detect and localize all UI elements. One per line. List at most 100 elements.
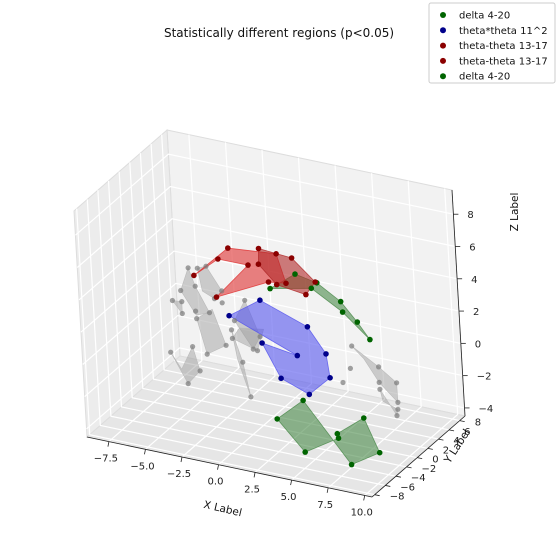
z-gridline — [86, 347, 465, 430]
x-tick-mark — [253, 472, 256, 478]
data-point — [308, 285, 315, 292]
data-point — [283, 280, 289, 287]
legend: delta 4-20 theta*theta 11^2 theta-theta 13… — [428, 2, 556, 84]
legend-label: delta 4-20 — [459, 72, 510, 83]
data-point — [376, 449, 383, 456]
legend-label: delta 4-20 — [459, 11, 510, 22]
z-tick-label: 8 — [467, 210, 473, 221]
z-gridline — [76, 185, 456, 268]
data-point — [367, 336, 373, 343]
y-tick-mark — [459, 420, 465, 423]
data-point — [306, 391, 313, 398]
data-point — [288, 255, 295, 261]
x-tick-label: −2.5 — [167, 469, 191, 480]
x-gridline — [108, 134, 203, 443]
data-point — [300, 397, 306, 404]
y-tick-mark — [385, 485, 391, 487]
x-axis-line — [86, 436, 373, 498]
y-tick-label: 2 — [443, 445, 449, 456]
data-point — [278, 375, 284, 382]
x-tick-label: 7.5 — [317, 500, 333, 511]
legend-marker — [440, 73, 446, 80]
gray-point — [179, 299, 185, 305]
legend-marker — [440, 12, 446, 18]
legend-marker — [440, 42, 446, 49]
data-point — [334, 430, 341, 437]
legend-label: theta*theta 11^2 — [459, 26, 548, 37]
gray-point — [376, 364, 382, 370]
z-gridline — [80, 250, 460, 333]
z-tick-label: 6 — [469, 243, 475, 254]
x-gridline — [254, 165, 349, 473]
legend-label: theta-theta 13-17 — [459, 56, 548, 67]
z-tick-label: −4 — [479, 404, 494, 415]
gray-point — [254, 348, 261, 354]
data-point — [292, 271, 298, 277]
gray-point — [203, 263, 209, 269]
z-tick-label: 4 — [471, 275, 477, 286]
data-point — [259, 340, 265, 346]
y-gridline — [129, 162, 428, 449]
gray-point — [206, 310, 213, 316]
data-point — [327, 375, 333, 381]
data-point — [323, 351, 329, 357]
y-gridline — [139, 153, 439, 440]
data-point — [304, 324, 311, 330]
data-point — [215, 256, 221, 262]
gray-point — [168, 349, 174, 355]
gray-point — [179, 310, 185, 317]
gray-point — [229, 335, 235, 341]
gray-point — [192, 283, 198, 289]
x-tick-label: −7.5 — [94, 454, 118, 465]
x-gridline — [181, 149, 276, 458]
gray-point — [395, 406, 401, 412]
gray-point — [185, 381, 191, 387]
data-point — [273, 281, 280, 288]
data-point — [312, 279, 319, 285]
y-tick-label: −6 — [400, 482, 415, 493]
y-tick-mark — [374, 494, 380, 497]
y-tick-label: 6 — [464, 427, 470, 438]
z-axis-label: Z Label — [509, 193, 521, 232]
z-gridline — [84, 314, 463, 398]
gray-point — [248, 394, 254, 400]
x-tick-label: 10.0 — [351, 508, 373, 519]
y-tick-label: −4 — [411, 473, 426, 484]
axis-ticks: −7.5−5.0−2.50.02.55.07.510.0−8−6−4−20246… — [94, 210, 493, 518]
x-tick-label: 2.5 — [244, 484, 260, 495]
y-gridline — [161, 134, 460, 422]
gray-point — [185, 265, 191, 271]
y-gridline — [86, 199, 386, 486]
data-points — [168, 245, 401, 468]
x-tick-mark — [217, 464, 219, 470]
data-point — [294, 352, 301, 359]
gray-point — [349, 343, 355, 349]
x-axis-label: X Label — [202, 499, 243, 519]
x-tick-mark — [326, 487, 329, 493]
z-tick-label: −2 — [477, 372, 492, 383]
gray-point — [228, 327, 235, 333]
gray-point — [223, 342, 229, 348]
legend-marker — [440, 27, 446, 34]
data-point — [274, 416, 281, 422]
y-tick-label: −8 — [390, 492, 405, 503]
data-point — [361, 415, 367, 421]
data-point — [337, 298, 344, 305]
y-tick-mark — [395, 475, 401, 478]
y-gridline — [97, 190, 397, 477]
data-point — [226, 312, 232, 319]
z-tick-label: 0 — [475, 339, 481, 350]
gray-region — [171, 300, 183, 315]
series-region — [228, 299, 331, 395]
data-point — [191, 272, 197, 279]
gray-point — [347, 365, 353, 371]
y-tick-label: 0 — [432, 455, 438, 466]
gray-point — [240, 359, 246, 365]
y-gridline — [76, 208, 375, 496]
y-tick-label: −2 — [422, 464, 437, 475]
gray-point — [257, 334, 263, 340]
gray-point — [204, 351, 210, 357]
x-gridline — [291, 173, 386, 481]
axes-frame — [86, 189, 466, 498]
gray-point — [242, 297, 248, 303]
